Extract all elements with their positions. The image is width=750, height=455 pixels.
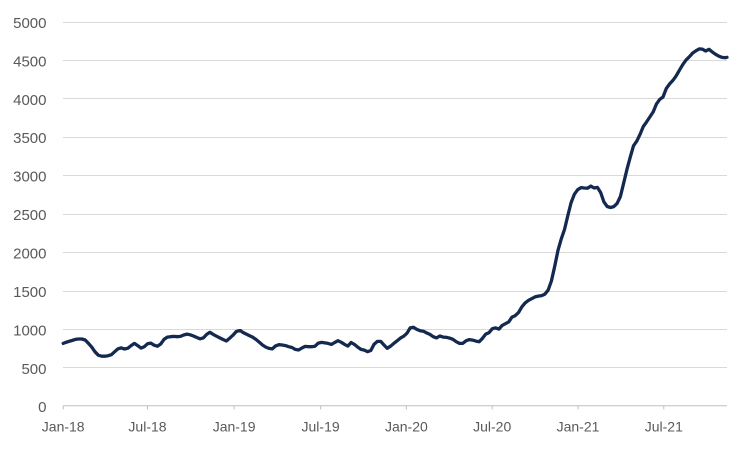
- svg-text:Jan-21: Jan-21: [557, 418, 600, 434]
- svg-text:0: 0: [38, 399, 46, 416]
- svg-text:4500: 4500: [13, 53, 46, 70]
- svg-text:3000: 3000: [13, 169, 46, 186]
- svg-text:Jan-19: Jan-19: [213, 418, 256, 434]
- svg-text:2500: 2500: [13, 207, 46, 224]
- svg-text:3500: 3500: [13, 130, 46, 147]
- svg-text:1500: 1500: [13, 284, 46, 301]
- svg-text:Jul-21: Jul-21: [645, 418, 683, 434]
- svg-text:2000: 2000: [13, 246, 46, 263]
- svg-text:4000: 4000: [13, 92, 46, 109]
- svg-text:Jul-18: Jul-18: [128, 418, 166, 434]
- svg-text:5000: 5000: [13, 15, 46, 32]
- svg-text:Jul-19: Jul-19: [302, 418, 340, 434]
- svg-text:Jan-18: Jan-18: [42, 418, 85, 434]
- svg-text:1000: 1000: [13, 322, 46, 339]
- svg-text:Jul-20: Jul-20: [473, 418, 511, 434]
- svg-text:Jan-20: Jan-20: [385, 418, 428, 434]
- svg-text:500: 500: [21, 361, 46, 378]
